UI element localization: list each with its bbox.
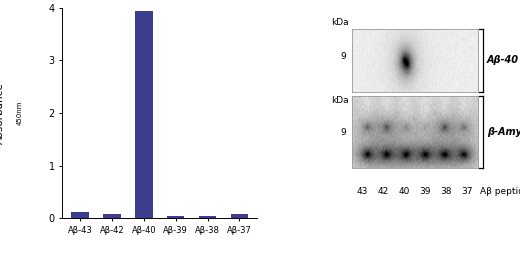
- Text: β-Amyloid: β-Amyloid: [487, 127, 520, 137]
- Text: kDa: kDa: [331, 96, 349, 105]
- Text: 42: 42: [378, 186, 389, 196]
- Text: kDa: kDa: [331, 18, 349, 27]
- Text: 39: 39: [420, 186, 431, 196]
- Bar: [135, 11, 152, 218]
- Bar: [199, 216, 216, 218]
- Text: 9: 9: [340, 52, 346, 61]
- Bar: [231, 214, 248, 218]
- Text: 37: 37: [461, 186, 473, 196]
- Text: 43: 43: [356, 186, 368, 196]
- Text: Absorbance: Absorbance: [0, 82, 5, 144]
- Text: Aβ-40: Aβ-40: [487, 55, 519, 66]
- Text: 38: 38: [440, 186, 452, 196]
- Bar: [103, 214, 121, 218]
- Text: 450nm: 450nm: [17, 101, 22, 125]
- Bar: [167, 216, 185, 218]
- Text: Aβ peptide: Aβ peptide: [479, 186, 520, 196]
- Text: 40: 40: [398, 186, 410, 196]
- Text: 9: 9: [340, 128, 346, 136]
- Bar: [71, 212, 89, 218]
